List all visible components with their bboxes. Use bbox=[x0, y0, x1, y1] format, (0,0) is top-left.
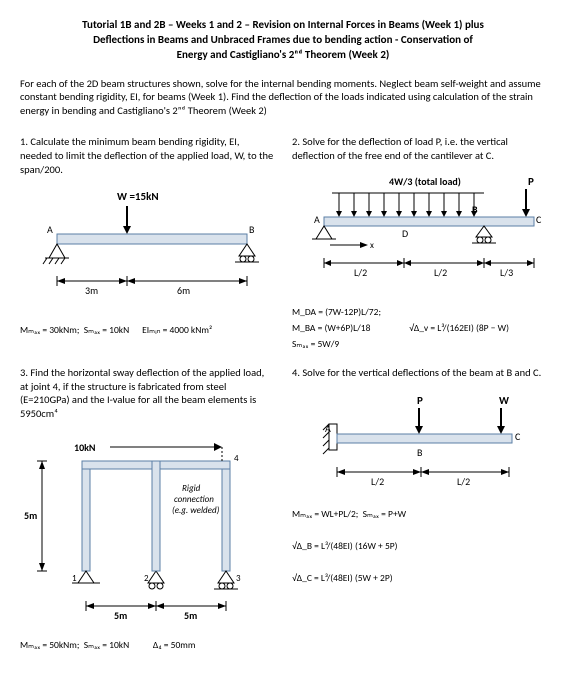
q3-b2: 5m bbox=[184, 609, 197, 622]
page-title: Tutorial 1B and 2B – Weeks 1 and 2 – Rev… bbox=[20, 18, 546, 63]
q3-h: 5m bbox=[24, 509, 37, 522]
q4-eq1: Mₘₐₓ = WL+PL/2; Sₘₐₓ = P+W bbox=[292, 508, 406, 520]
q2-d2: L/2 bbox=[434, 266, 447, 279]
q3-ans2: Δ₄ = 50mm bbox=[153, 639, 196, 651]
q4-P: P bbox=[417, 394, 423, 407]
q4-figure: P W A B C L/2 L/2 bbox=[299, 390, 539, 500]
q4-eq3: √Δ_C = L³/(48EI) (5W + 2P) bbox=[292, 572, 393, 584]
q3-load: 10kN bbox=[74, 441, 96, 454]
q2-d3: L/3 bbox=[500, 266, 513, 279]
q3-figure: 10kN 1 2 3 4 Rigid connection (e.g. weld… bbox=[22, 431, 272, 631]
q2-figure: 4W/3 (total load) P A B C D bbox=[294, 173, 544, 298]
q2-num: 2. bbox=[292, 135, 300, 148]
q4-A: A bbox=[325, 422, 331, 435]
q4-W: W bbox=[499, 394, 509, 407]
q3-n2: 2 bbox=[144, 573, 149, 584]
problem-3: 3. Find the horizontal sway deflection o… bbox=[20, 366, 274, 653]
problem-1: 1. Calculate the minimum beam bending ri… bbox=[20, 135, 274, 352]
q2-d1: L/2 bbox=[354, 266, 367, 279]
q2-text: Solve for the deflection of load P, i.e.… bbox=[292, 135, 508, 162]
q3-n1: 1 bbox=[72, 573, 77, 584]
q1-A: A bbox=[47, 223, 53, 236]
problem-4: 4. Solve for the vertical deflections of… bbox=[292, 366, 546, 653]
q2-eq4: √Δ_v = L³/(162EI) (8P − W) bbox=[409, 322, 509, 334]
intro-text: For each of the 2D beam structures shown… bbox=[20, 77, 546, 118]
problem-2: 2. Solve for the deflection of load P, i… bbox=[292, 135, 546, 352]
q4-num: 4. bbox=[292, 366, 300, 379]
q1-w-label: W =15kN bbox=[117, 190, 159, 203]
q2-eq1: M_DA = (7W-12P)L/72; bbox=[292, 306, 381, 318]
q1-text: Calculate the minimum beam bending rigid… bbox=[20, 135, 273, 175]
q2-P: P bbox=[528, 175, 534, 188]
title-l3: Energy and Castigliano's 2ⁿᵈ Theorem (We… bbox=[177, 48, 390, 61]
q1-num: 1. bbox=[20, 135, 28, 148]
q3-n3: 3 bbox=[236, 573, 241, 584]
q1-B: B bbox=[249, 223, 255, 236]
q2-eq2: M_BA = (W+6P)L/18 bbox=[292, 322, 370, 334]
q4-eq2: √Δ_B = L³/(48EI) (16W + 5P) bbox=[292, 540, 398, 552]
q2-A: A bbox=[314, 213, 320, 226]
q3-n4: 4 bbox=[234, 453, 239, 464]
q1-prompt: 1. Calculate the minimum beam bending ri… bbox=[20, 135, 274, 176]
q2-eq3: Sₘₐₓ = 5W/9 bbox=[292, 338, 339, 350]
q3-answer: Mₘₐₓ = 50kNm; Sₘₐₓ = 10kN Δ₄ = 50mm bbox=[20, 637, 274, 653]
title-l2: Deflections in Beams and Unbraced Frames… bbox=[93, 33, 473, 46]
q1-answer: Mₘₐₓ = 30kNm; Sₘₐₓ = 10kN EIₘᵢₙ = 4000 k… bbox=[20, 322, 274, 338]
q4-d1: L/2 bbox=[371, 475, 384, 488]
q3-ans1: Mₘₐₓ = 50kNm; Sₘₐₓ = 10kN bbox=[20, 639, 129, 651]
q4-text: Solve for the vertical deflections of th… bbox=[302, 366, 541, 379]
q4-d2: L/2 bbox=[457, 475, 470, 488]
q2-C: C bbox=[536, 213, 542, 226]
problem-grid: 1. Calculate the minimum beam bending ri… bbox=[20, 135, 546, 652]
q3-text: Find the horizontal sway deflection of t… bbox=[20, 366, 264, 420]
q3-rigid1: Rigid bbox=[182, 483, 201, 494]
q1-dim2: 6m bbox=[177, 284, 190, 297]
q3-rigid2: connection bbox=[174, 494, 214, 505]
q2-B: B bbox=[472, 203, 478, 216]
q4-C: C bbox=[515, 430, 521, 443]
q3-num: 3. bbox=[20, 366, 28, 379]
q2-prompt: 2. Solve for the deflection of load P, i… bbox=[292, 135, 546, 162]
q1-figure: W =15kN A B 3m 6m bbox=[27, 186, 267, 316]
q3-prompt: 3. Find the horizontal sway deflection o… bbox=[20, 366, 274, 421]
title-l1: Tutorial 1B and 2B – Weeks 1 and 2 – Rev… bbox=[82, 18, 484, 31]
q4-B: B bbox=[417, 446, 423, 459]
q3-rigid3: (e.g. welded) bbox=[172, 505, 220, 516]
q3-b1: 5m bbox=[114, 609, 127, 622]
q2-D: D bbox=[402, 227, 408, 240]
q2-loadlabel: 4W/3 (total load) bbox=[389, 175, 461, 188]
q2-eqs: M_DA = (7W-12P)L/72; M_BA = (W+6P)L/18 √… bbox=[292, 304, 546, 352]
q2-x: x bbox=[370, 240, 374, 251]
q4-eqs: Mₘₐₓ = WL+PL/2; Sₘₐₓ = P+W √Δ_B = L³/(48… bbox=[292, 506, 546, 587]
q4-prompt: 4. Solve for the vertical deflections of… bbox=[292, 366, 546, 380]
q1-dim1: 3m bbox=[85, 284, 98, 297]
